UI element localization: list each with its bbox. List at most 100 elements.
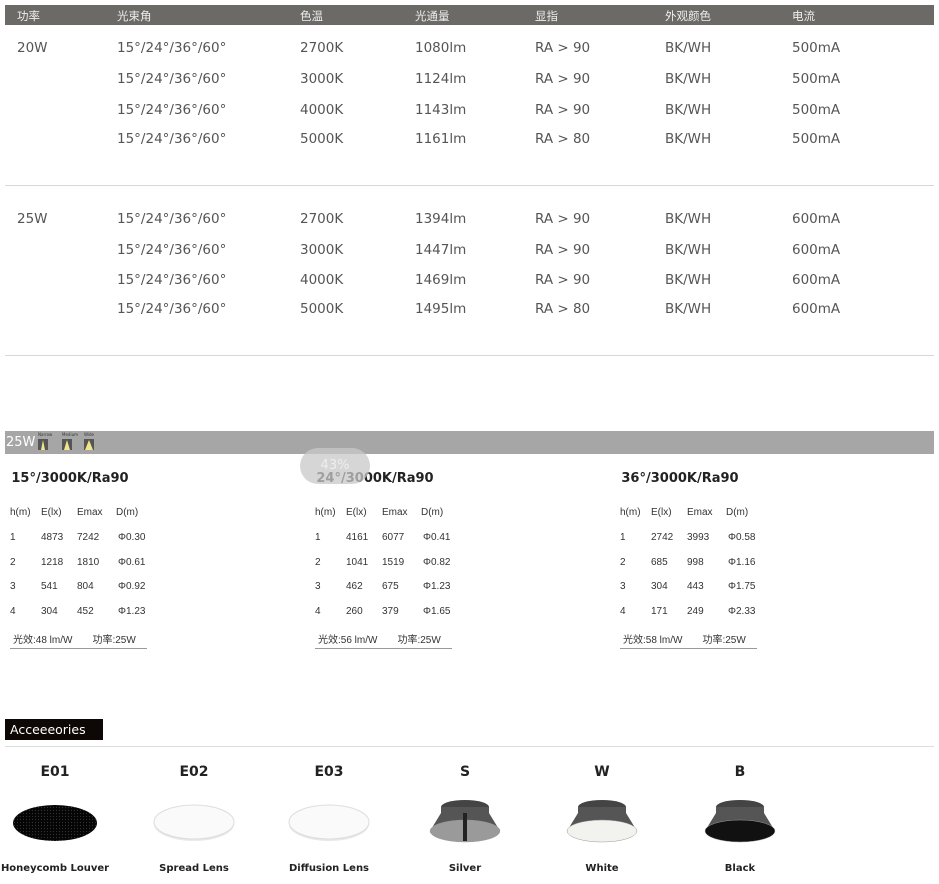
zoom-indicator: 43% [300, 448, 370, 484]
photometric-footer: 光效:48 lm/W 功率:25W [10, 631, 147, 649]
photometric-cell: Φ0.30 [118, 532, 146, 543]
photometric-cell: Φ0.82 [423, 557, 451, 568]
accessory-code: E02 [179, 764, 209, 780]
photometric-cell: Φ0.58 [728, 532, 756, 543]
spec-cell: 1469lm [415, 272, 467, 288]
spec-cell: BK/WH [665, 71, 712, 87]
photometric-power: 25W [6, 435, 36, 450]
photometric-cell: Φ0.41 [423, 532, 451, 543]
spec-cell: 15°/24°/36°/60° [117, 242, 227, 258]
spec-cell: RA > 80 [535, 301, 591, 317]
accessory-diffusion-lens-image [284, 803, 374, 847]
accessory-code: W [594, 764, 610, 780]
photometric-column-header: h(m) [315, 507, 336, 518]
accessory-honeycomb-louver-image [10, 803, 100, 847]
spec-cell: 2700K [300, 40, 344, 56]
accessory-name: Diffusion Lens [288, 863, 370, 874]
spec-power: 25W [17, 211, 48, 227]
spec-cell: 5000K [300, 301, 344, 317]
spec-power: 20W [17, 40, 48, 56]
accessory-spread-lens-image [149, 803, 239, 847]
photometric-cell: 804 [77, 581, 94, 592]
spec-header-cell: 电流 [792, 9, 815, 23]
photometric-cell: 462 [346, 581, 363, 592]
spec-cell: 15°/24°/36°/60° [117, 211, 227, 227]
photometric-footer: 光效:56 lm/W 功率:25W [315, 631, 452, 649]
efficacy: 光效:48 lm/W [13, 635, 73, 646]
accessory-name: Honeycomb Louver [0, 863, 110, 874]
spec-cell: 500mA [792, 40, 841, 56]
accessory-name: Black [724, 863, 756, 874]
beam-narrow-icon: Narrow [38, 432, 52, 450]
spec-cell: BK/WH [665, 131, 712, 147]
photometric-cell: 452 [77, 606, 94, 617]
photometric-cell: Φ1.23 [118, 606, 146, 617]
photometric-title: 15°/3000K/Ra90 [11, 471, 129, 486]
spec-header-cell: 显指 [535, 9, 558, 23]
photometric-bar: 25W Narrow Medium Wide [5, 431, 934, 454]
photometric-cell: 6077 [382, 532, 405, 543]
spec-cell: 4000K [300, 272, 344, 288]
spec-cell: BK/WH [665, 301, 712, 317]
photometric-cell: Φ1.23 [423, 581, 451, 592]
photometric-cell: 685 [651, 557, 668, 568]
spec-cell: 500mA [792, 102, 841, 118]
spec-cell: 1161lm [415, 131, 467, 147]
spec-cell: BK/WH [665, 211, 712, 227]
photometric-cell: 379 [382, 606, 399, 617]
photometric-cell: 260 [346, 606, 363, 617]
spec-header-cell: 光通量 [415, 9, 450, 23]
spec-cell: 15°/24°/36°/60° [117, 272, 227, 288]
photometric-cell: 304 [41, 606, 58, 617]
photometric-footer: 光效:58 lm/W 功率:25W [620, 631, 757, 649]
accessory-name: Spread Lens [159, 863, 229, 874]
accessory-name: Silver [448, 863, 482, 874]
spec-cell: BK/WH [665, 40, 712, 56]
spec-cell: 2700K [300, 211, 344, 227]
photometric-cell: 541 [41, 581, 58, 592]
beam-medium-icon: Medium [62, 432, 78, 450]
spec-cell: RA > 90 [535, 40, 591, 56]
divider [5, 746, 934, 747]
spec-cell: 1124lm [415, 71, 467, 87]
accessory-name: White [585, 863, 619, 874]
spec-cell: 600mA [792, 211, 841, 227]
photometric-column-header: E(lx) [41, 507, 62, 518]
photometric-cell: 675 [382, 581, 399, 592]
spec-cell: BK/WH [665, 102, 712, 118]
photometric-column-header: E(lx) [346, 507, 367, 518]
spec-cell: 1080lm [415, 40, 467, 56]
photometric-cell: 4 [315, 606, 321, 617]
spec-cell: 500mA [792, 131, 841, 147]
beam-wide-icon: Wide [84, 432, 98, 450]
accessory-code: S [459, 764, 471, 780]
photometric-cell: 3993 [687, 532, 710, 543]
spec-cell: 15°/24°/36°/60° [117, 301, 227, 317]
photometric-column-header: D(m) [726, 507, 749, 518]
spec-cell: 600mA [792, 272, 841, 288]
spec-header-cell: 外观颜色 [665, 9, 711, 23]
photometric-cell: 443 [687, 581, 704, 592]
photometric-cell: 1041 [346, 557, 369, 568]
photometric-cell: Φ1.75 [728, 581, 756, 592]
accessory-code: E03 [314, 764, 344, 780]
photometric-cell: Φ0.61 [118, 557, 146, 568]
photometric-cell: 1 [315, 532, 321, 543]
accessory-black-image [695, 797, 785, 849]
photometric-column-header: h(m) [620, 507, 641, 518]
photometric-cell: Φ1.16 [728, 557, 756, 568]
divider [5, 185, 934, 186]
rated-power: 功率:25W [397, 635, 441, 646]
rated-power: 功率:25W [92, 635, 136, 646]
efficacy: 光效:58 lm/W [623, 635, 683, 646]
photometric-column-header: h(m) [10, 507, 31, 518]
spec-cell: 1495lm [415, 301, 467, 317]
spec-cell: 500mA [792, 71, 841, 87]
photometric-cell: 3 [620, 581, 626, 592]
spec-cell: RA > 90 [535, 71, 591, 87]
spec-header-cell: 光束角 [117, 9, 152, 23]
spec-cell: 1143lm [415, 102, 467, 118]
photometric-cell: 304 [651, 581, 668, 592]
spec-table-header: 功率 光束角 色温 光通量 显指 外观颜色 电流 [5, 5, 934, 25]
photometric-column-header: Emax [77, 507, 103, 518]
